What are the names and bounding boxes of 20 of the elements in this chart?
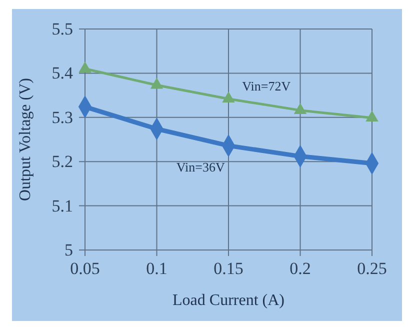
point xyxy=(294,102,307,114)
x-tick-label: 0.15 xyxy=(214,259,244,278)
y-tick-label: 5 xyxy=(64,240,73,260)
point xyxy=(222,91,235,103)
x-tick-label: 0.05 xyxy=(70,259,100,278)
x-axis-title: Load Current (A) xyxy=(172,292,284,309)
series-label: Vin=72V xyxy=(242,78,292,94)
y-tick-label: 5.5 xyxy=(52,19,73,38)
point xyxy=(150,78,164,89)
y-axis-title: Output Voltage (V) xyxy=(17,78,34,201)
x-tick-label: 0.1 xyxy=(146,259,168,278)
y-tick-label: 5.3 xyxy=(52,108,73,127)
series-label: Vin=36V xyxy=(176,159,226,174)
y-tick-label: 5.1 xyxy=(52,196,73,216)
x-tick-label: 0.2 xyxy=(290,259,311,278)
y-tick-label: 5.4 xyxy=(52,64,74,83)
y-tick-label: 5.2 xyxy=(52,152,73,172)
x-tick-label: 0.25 xyxy=(357,259,387,278)
point xyxy=(366,110,378,122)
point xyxy=(78,61,92,72)
